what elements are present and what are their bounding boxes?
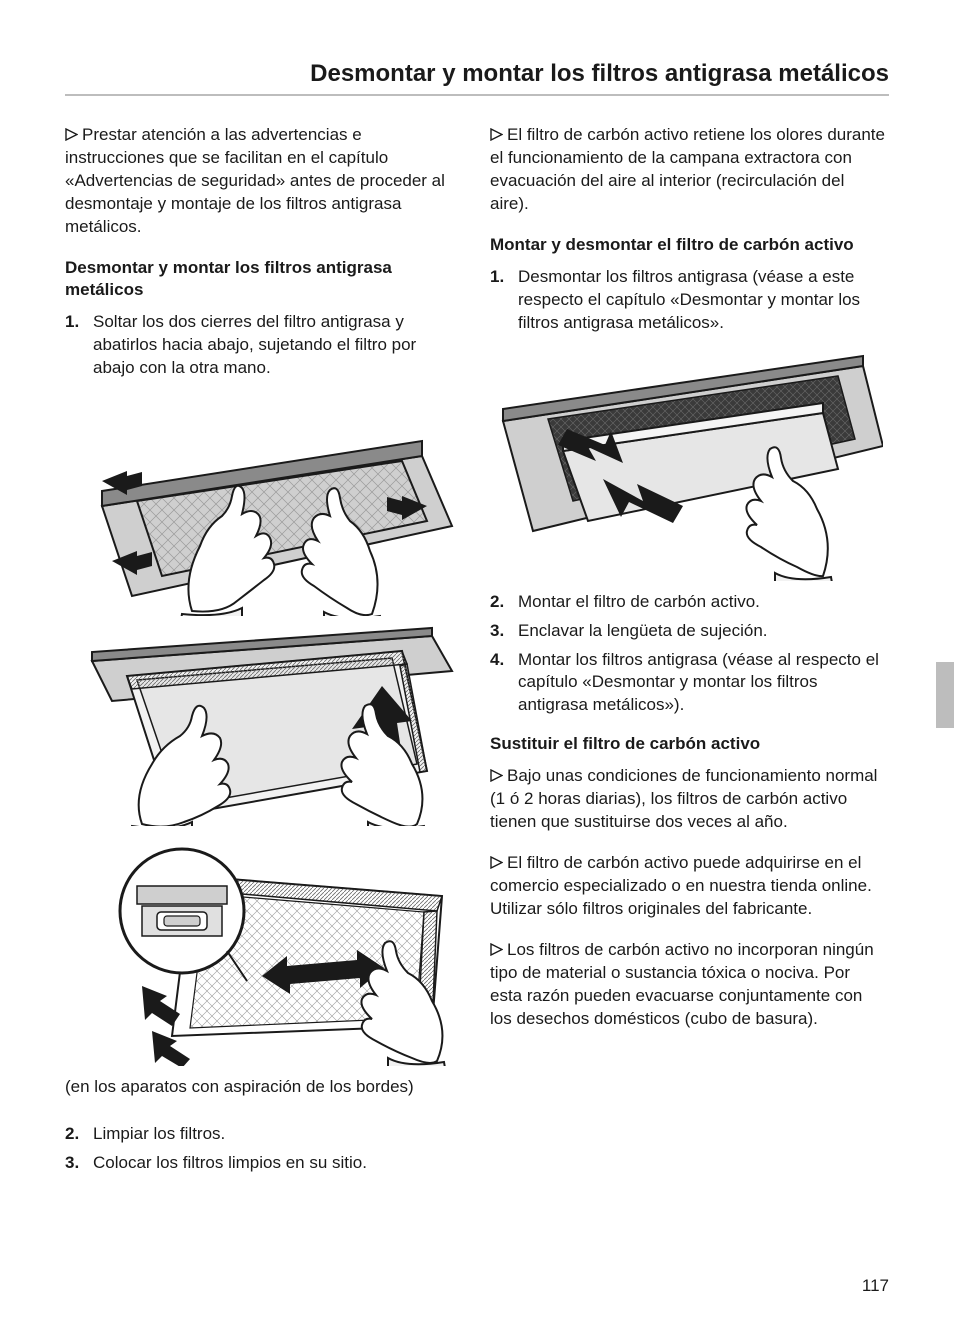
content-columns: Prestar atención a las advertencias e in…: [65, 124, 889, 1191]
triangle-icon: [490, 856, 503, 869]
triangle-icon: [65, 128, 78, 141]
left-intro: Prestar atención a las advertencias e in…: [65, 124, 460, 239]
section-tab: [936, 662, 954, 728]
list-item: Enclavar la lengüeta de sujeción.: [490, 620, 885, 643]
right-intro: El filtro de carbón activo retiene los o…: [490, 124, 885, 216]
p-text: Bajo unas condiciones de funcionamiento …: [490, 766, 877, 831]
right-section1-head: Montar y desmontar el filtro de carbón a…: [490, 234, 885, 256]
right-section2-head: Sustituir el filtro de carbón activo: [490, 733, 885, 755]
right-steps-2: Montar el filtro de carbón activo. Encla…: [490, 591, 885, 718]
right-steps-1: Desmontar los filtros antigrasa (véase a…: [490, 266, 885, 335]
left-column: Prestar atención a las advertencias e in…: [65, 124, 460, 1191]
triangle-icon: [490, 128, 503, 141]
p-text: Los filtros de carbón activo no incorpor…: [490, 940, 874, 1028]
left-section-head: Desmontar y montar los filtros antigrasa…: [65, 257, 460, 301]
list-item: Montar los filtros antigrasa (véase al r…: [490, 649, 885, 718]
page-number: 117: [862, 1276, 889, 1296]
left-steps-1: Soltar los dos cierres del filtro antigr…: [65, 311, 460, 380]
right-p1: Bajo unas condiciones de funcionamiento …: [490, 765, 885, 834]
left-intro-text: Prestar atención a las advertencias e in…: [65, 125, 445, 236]
list-item: Desmontar los filtros antigrasa (véase a…: [490, 266, 885, 335]
list-item: Montar el filtro de carbón activo.: [490, 591, 885, 614]
figure-remove-grease-filter: [65, 396, 460, 616]
right-column: El filtro de carbón activo retiene los o…: [490, 124, 885, 1191]
figure-tilt-filter: [65, 626, 460, 826]
right-p3: Los filtros de carbón activo no incorpor…: [490, 939, 885, 1031]
triangle-icon: [490, 769, 503, 782]
left-steps-2: Limpiar los filtros. Colocar los filtros…: [65, 1123, 460, 1175]
triangle-icon: [490, 943, 503, 956]
figure-caption: (en los aparatos con aspiración de los b…: [65, 1076, 460, 1099]
figure-carbon-filter: [490, 351, 885, 581]
right-p2: El filtro de carbón activo puede adquiri…: [490, 852, 885, 921]
figure-edge-suction-filter: [65, 836, 460, 1066]
page-title: Desmontar y montar los filtros antigrasa…: [65, 60, 889, 96]
list-item: Colocar los filtros limpios en su sitio.: [65, 1152, 460, 1175]
p-text: El filtro de carbón activo puede adquiri…: [490, 853, 872, 918]
list-item: Limpiar los filtros.: [65, 1123, 460, 1146]
right-intro-text: El filtro de carbón activo retiene los o…: [490, 125, 885, 213]
list-item: Soltar los dos cierres del filtro antigr…: [65, 311, 460, 380]
